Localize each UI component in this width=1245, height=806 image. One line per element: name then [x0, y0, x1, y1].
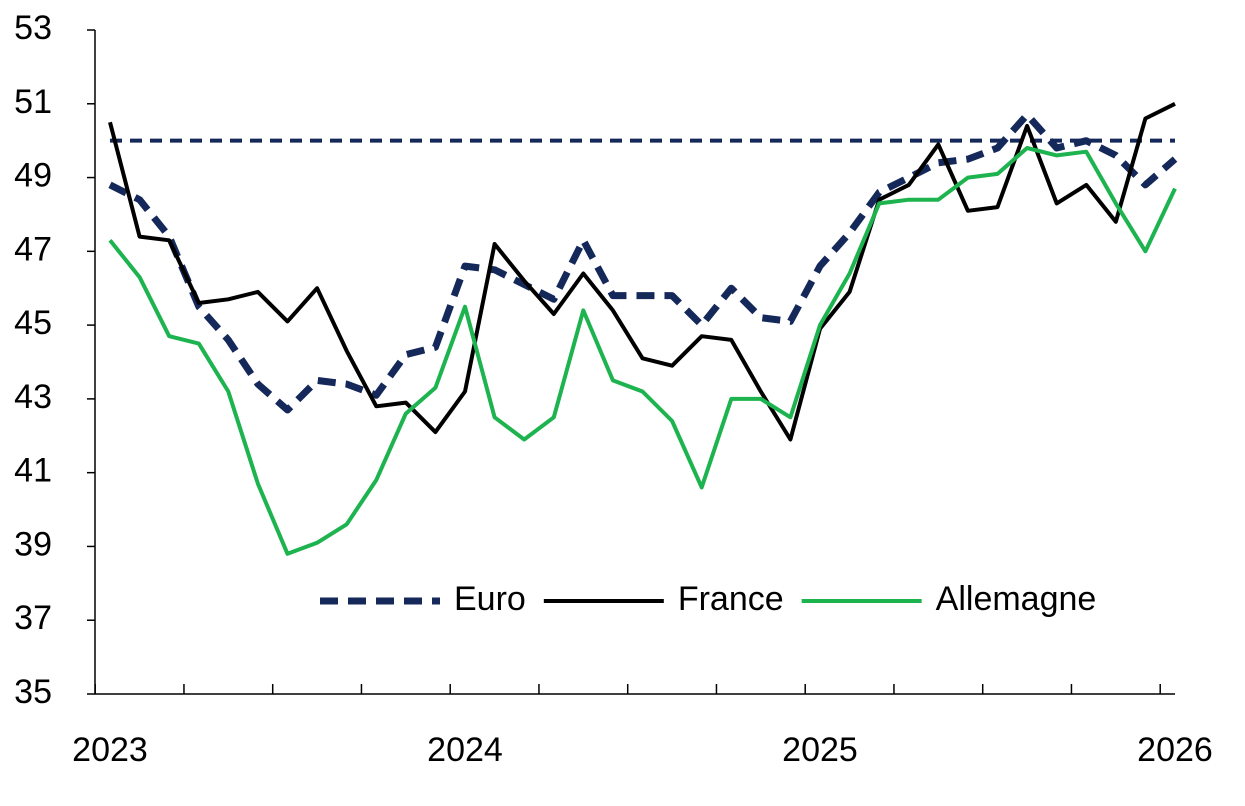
y-tick-label: 49: [14, 157, 52, 195]
y-tick-label: 37: [14, 599, 52, 637]
legend-label: Allemagne: [936, 580, 1097, 618]
x-tick-label: 2023: [72, 731, 148, 769]
line-series: [108, 111, 1178, 414]
line-series: [108, 146, 1177, 556]
y-tick-label: 35: [14, 673, 52, 711]
x-tick-label: 2024: [427, 731, 503, 769]
y-tick-label: 51: [14, 83, 52, 121]
y-tick-label: 39: [14, 525, 52, 563]
line-series: [108, 102, 1176, 442]
legend-label: Euro: [454, 580, 526, 618]
y-tick-label: 45: [14, 304, 52, 342]
y-tick-label: 43: [14, 378, 52, 416]
x-tick-label: 2025: [782, 731, 858, 769]
y-tick-label: 47: [14, 230, 52, 268]
legend-label: France: [678, 580, 784, 618]
y-tick-label: 53: [14, 9, 52, 47]
y-tick-label: 41: [14, 452, 52, 490]
x-tick-label: 2026: [1137, 731, 1213, 769]
